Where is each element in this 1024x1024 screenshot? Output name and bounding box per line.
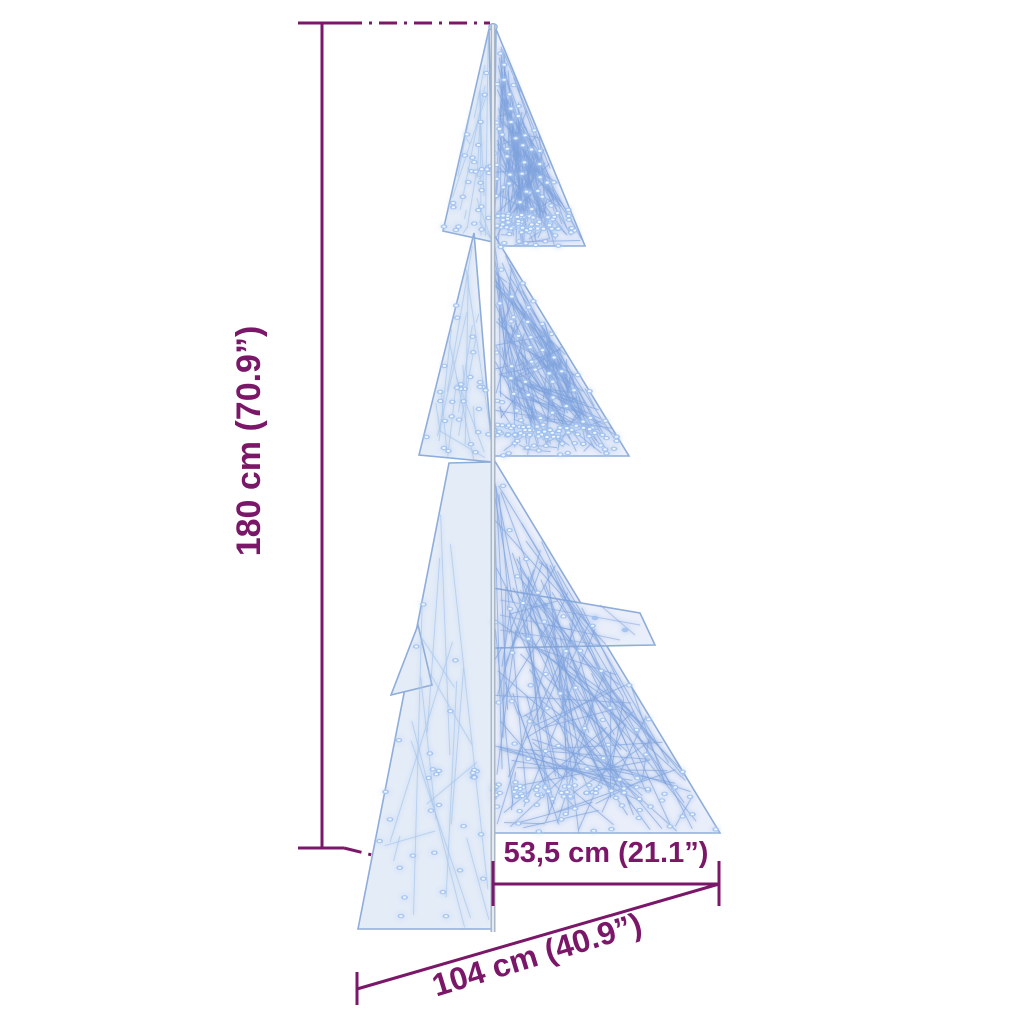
svg-text:53,5 cm (21.1”): 53,5 cm (21.1”) <box>504 837 709 869</box>
svg-text:180 cm (70.9”): 180 cm (70.9”) <box>230 326 268 557</box>
